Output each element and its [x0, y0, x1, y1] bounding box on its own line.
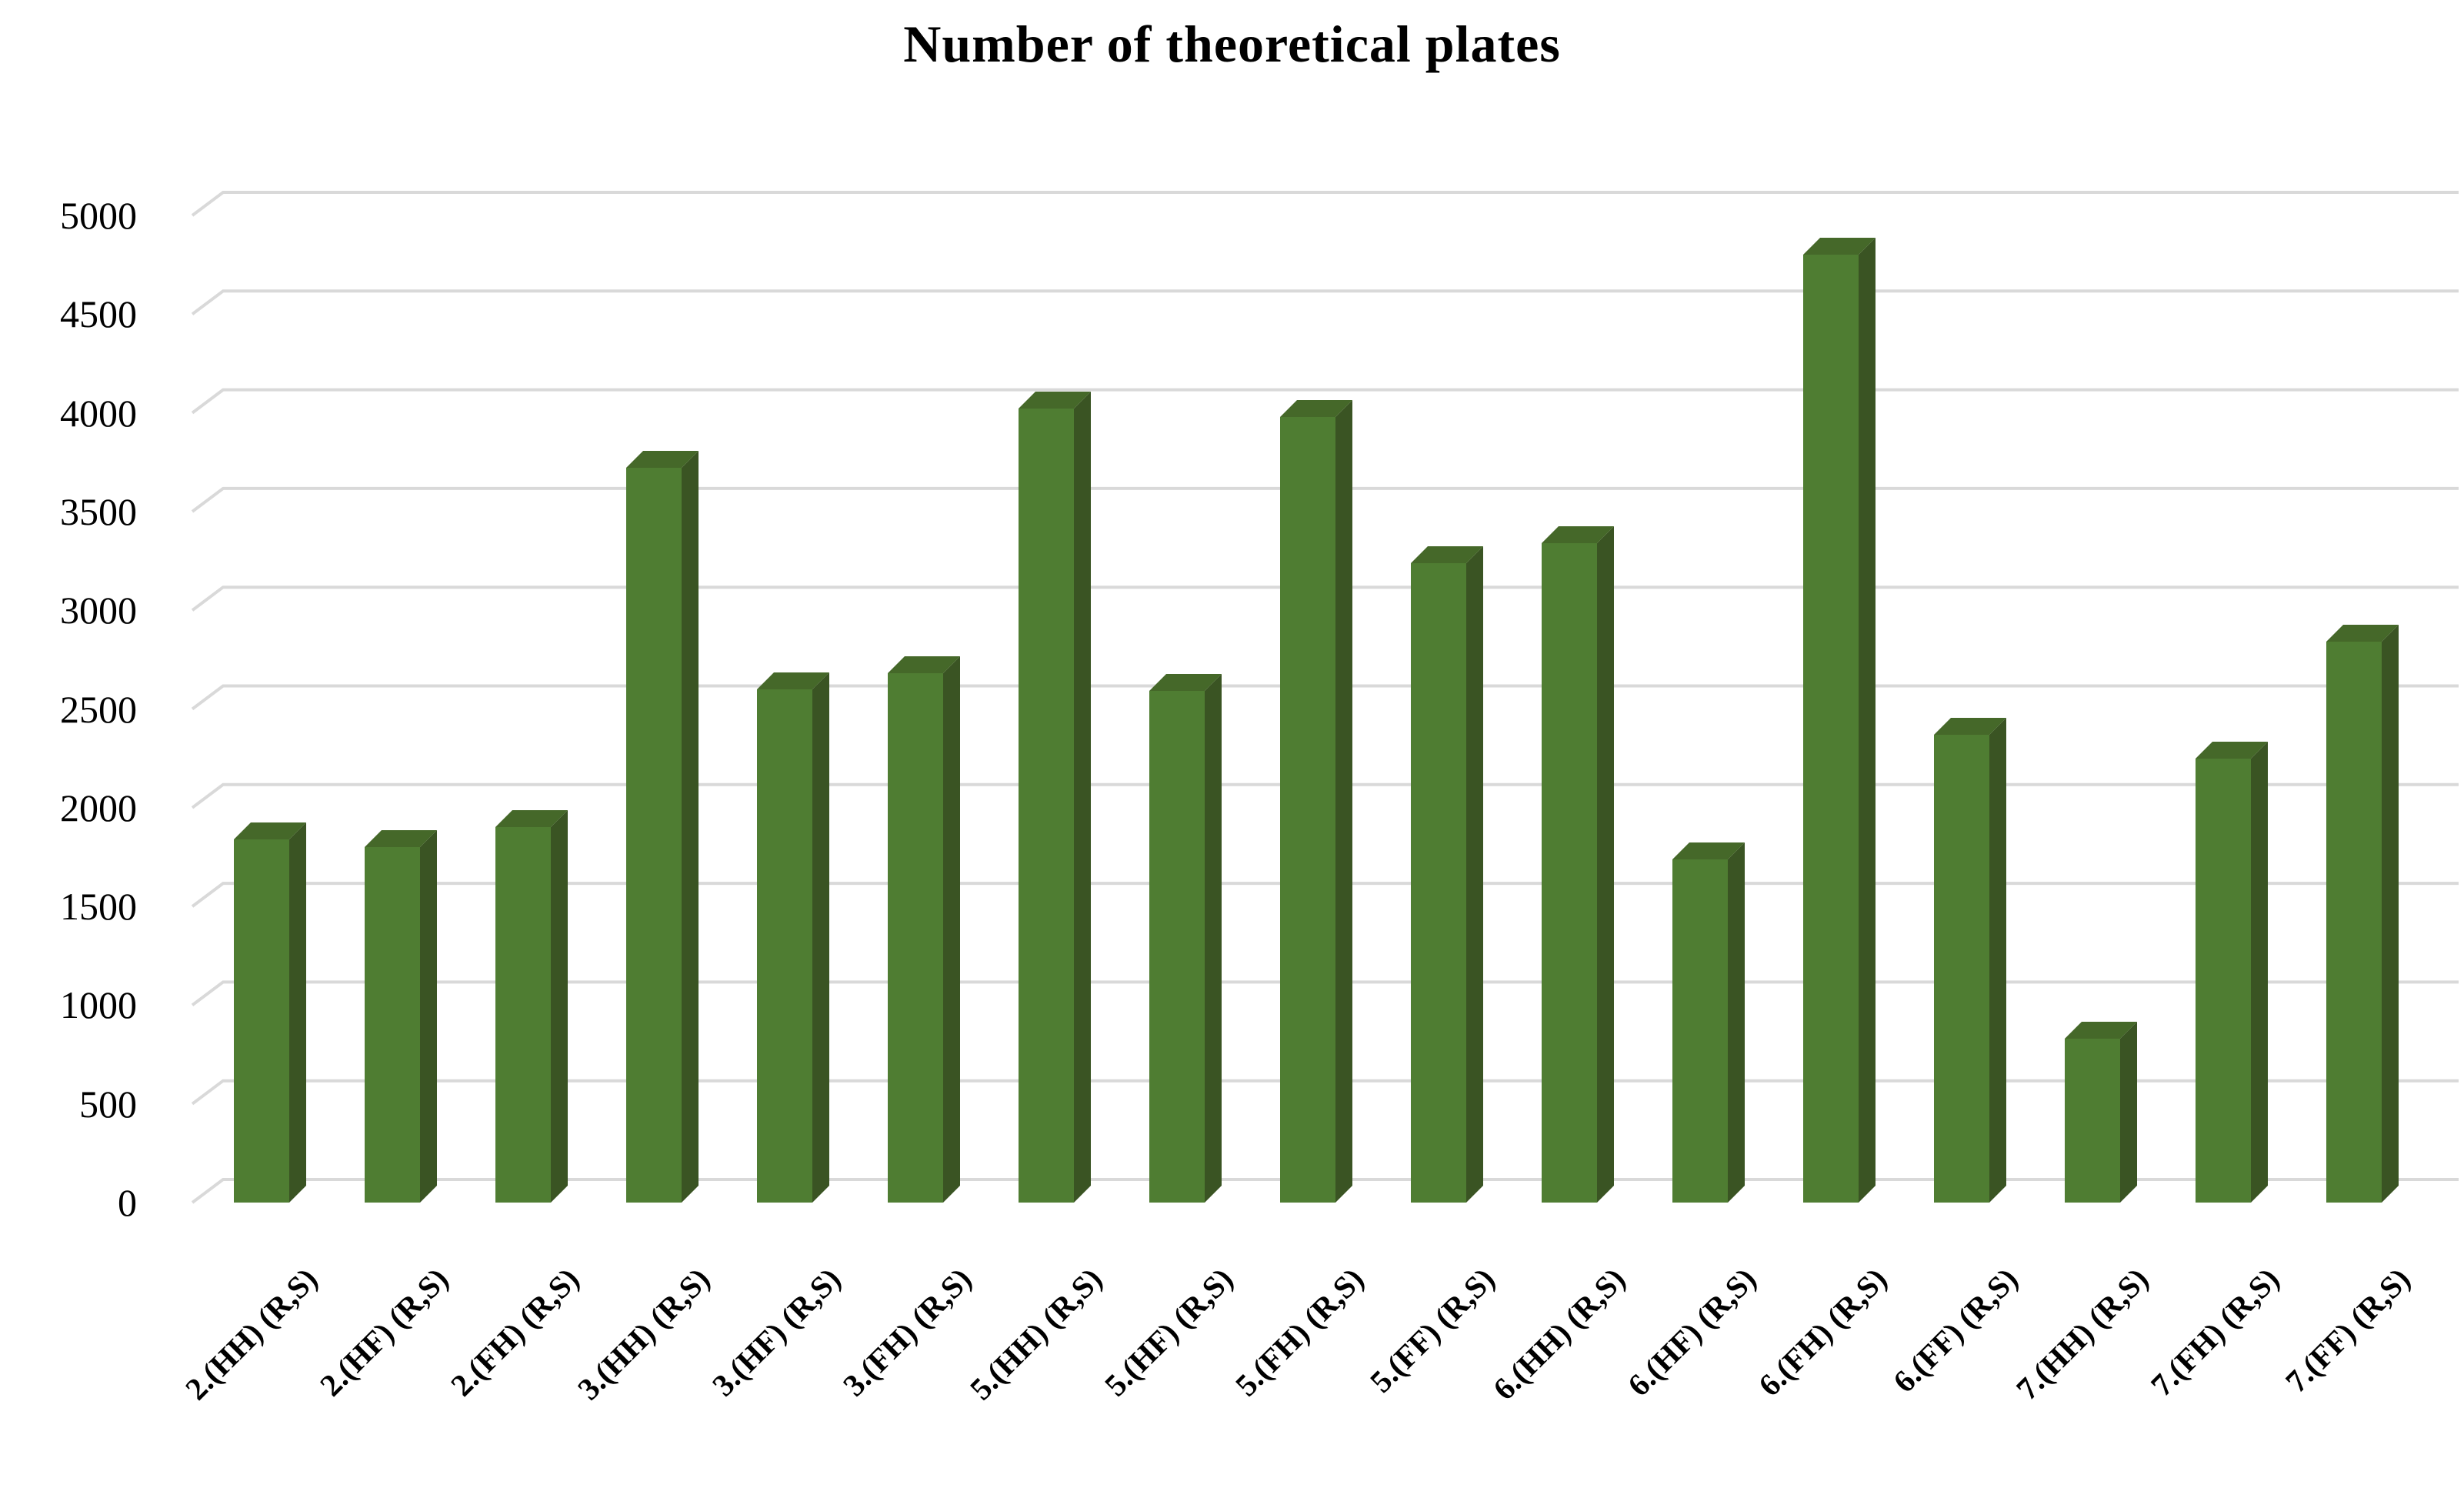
- gridline: [191, 388, 2459, 415]
- chart-title: Number of theoretical plates: [903, 15, 1561, 73]
- y-tick-label: 0: [118, 1181, 137, 1224]
- bar-front-face: [2326, 642, 2382, 1203]
- y-tick-label: 3000: [60, 589, 137, 632]
- y-tick-label: 2500: [60, 687, 137, 731]
- y-tick-label: 2000: [60, 786, 137, 829]
- y-tick-label: 500: [79, 1082, 137, 1126]
- y-tick-label: 4000: [60, 391, 137, 435]
- gridline: [191, 586, 2459, 612]
- y-tick-label: 3500: [60, 489, 137, 533]
- bar-front-face: [1019, 409, 1074, 1203]
- y-tick-label: 1500: [60, 885, 137, 929]
- bar-front-face: [1934, 735, 1989, 1203]
- gridline: [191, 486, 2459, 513]
- bar-side-face: [1466, 546, 1483, 1203]
- bar-side-face: [2120, 1022, 2137, 1203]
- bar-front-face: [1149, 691, 1205, 1203]
- gridline: [191, 191, 2459, 217]
- bar-front-face: [365, 847, 420, 1203]
- bar-front-face: [2196, 759, 2251, 1203]
- bar-front-face: [234, 839, 289, 1203]
- bar-front-face: [1803, 255, 1859, 1203]
- bar-front-face: [1280, 417, 1335, 1203]
- bar-side-face: [682, 451, 699, 1203]
- gridline: [191, 782, 2459, 809]
- bar-side-face: [1597, 526, 1614, 1203]
- bar-side-face: [2382, 625, 2399, 1203]
- y-tick-label: 5000: [60, 194, 137, 237]
- bar-front-face: [495, 827, 551, 1203]
- bar-side-face: [1074, 392, 1091, 1203]
- y-tick-label: 4500: [60, 292, 137, 336]
- bar-front-face: [1542, 543, 1597, 1203]
- bar-side-face: [1989, 718, 2006, 1203]
- bar-side-face: [420, 830, 437, 1203]
- bar-side-face: [1728, 842, 1745, 1203]
- bar-side-face: [812, 672, 829, 1203]
- bar-side-face: [1859, 238, 1876, 1203]
- bar-front-face: [626, 468, 682, 1203]
- bar-front-face: [1411, 563, 1466, 1203]
- bar-side-face: [1205, 674, 1222, 1203]
- gridline: [191, 289, 2459, 315]
- bar-front-face: [1672, 859, 1728, 1203]
- bar-side-face: [2251, 742, 2268, 1203]
- bar-front-face: [2065, 1039, 2120, 1203]
- gridline: [191, 684, 2459, 711]
- bar-front-face: [888, 673, 943, 1203]
- bar-side-face: [551, 810, 568, 1203]
- bar-side-face: [1335, 400, 1352, 1203]
- bar-front-face: [757, 689, 812, 1203]
- y-tick-label: 1000: [60, 983, 137, 1027]
- bar-side-face: [943, 656, 960, 1203]
- bar-side-face: [289, 822, 306, 1203]
